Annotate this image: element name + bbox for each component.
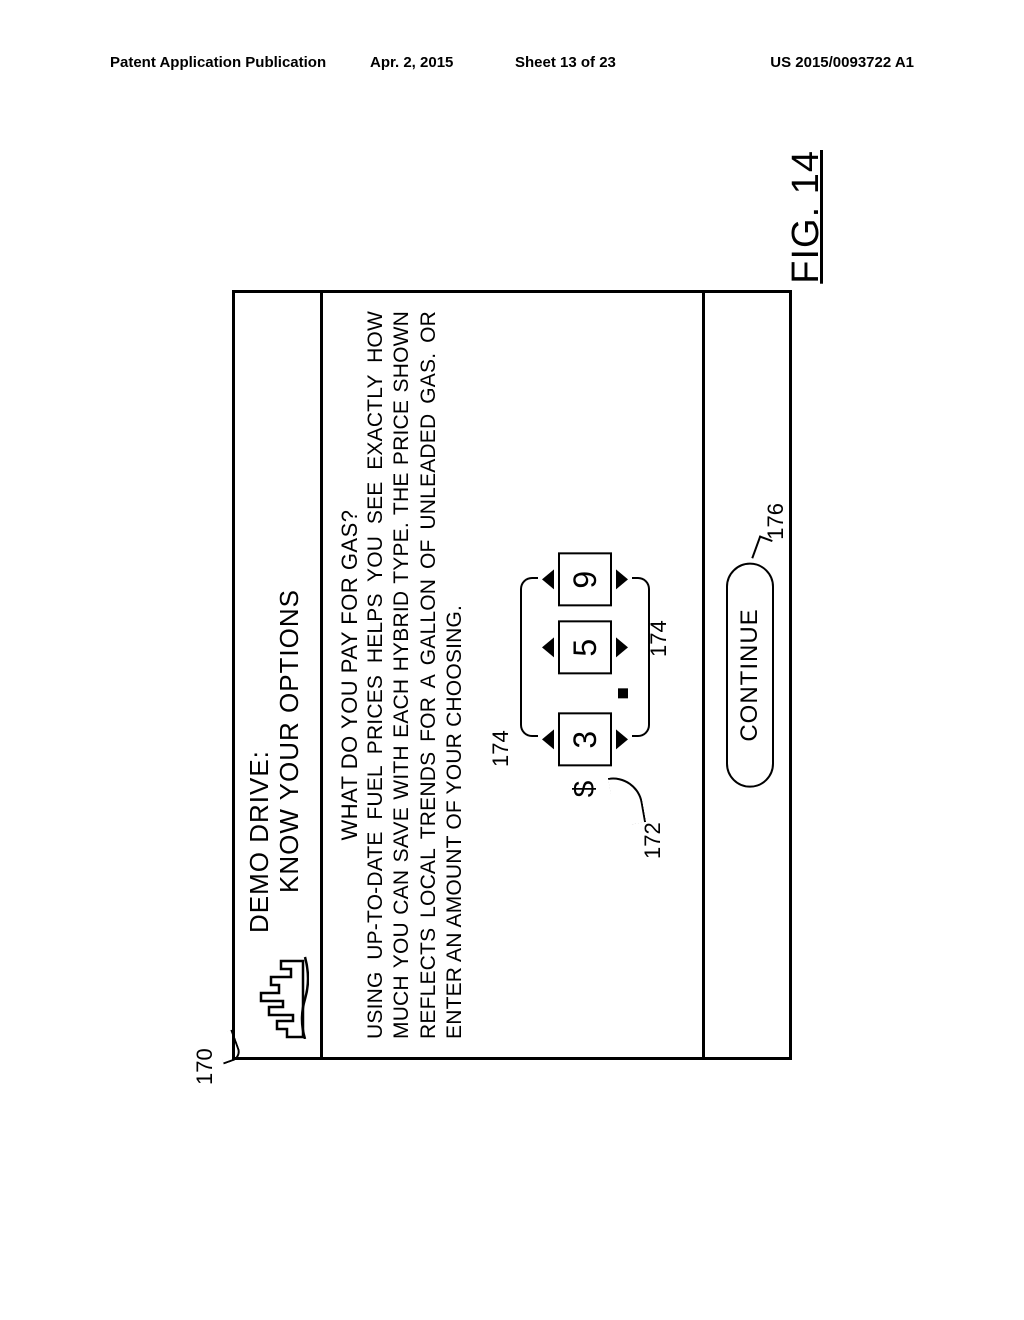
currency-symbol: $: [568, 781, 602, 798]
ref-176-leader: [751, 535, 772, 562]
ref-numeral-174-top: 174: [488, 730, 514, 767]
skyline-logo-icon: [253, 955, 309, 1039]
panel-body: WHAT DO YOU PAY FOR GAS? USING UP-TO-DAT…: [323, 293, 705, 1057]
digit-stepper-1[interactable]: 3: [538, 713, 632, 767]
chevron-down-icon[interactable]: [616, 730, 628, 750]
digit-value-2: 5: [558, 621, 612, 675]
continue-button[interactable]: CONTINUE: [726, 562, 774, 787]
title-block: DEMO DRIVE: KNOW YOUR OPTIONS: [245, 307, 305, 933]
panel-footer: CONTINUE 176: [705, 293, 795, 1057]
ref-numeral-174-bottom: 174: [646, 620, 672, 657]
header-date: Apr. 2, 2015: [370, 54, 453, 71]
header-sheet: Sheet 13 of 23: [515, 54, 616, 71]
figure-rotated-container: 170 DEMO DRIVE: KNOW YOUR OPTIONS WHAT D…: [202, 210, 822, 1150]
title-line-1: DEMO DRIVE:: [245, 307, 275, 933]
chevron-up-icon[interactable]: [542, 730, 554, 750]
digit-stepper-3[interactable]: 9: [538, 553, 632, 607]
figure-label: FIG. 14: [785, 150, 828, 284]
digit-stepper-2[interactable]: 5: [538, 621, 632, 675]
panel-header: DEMO DRIVE: KNOW YOUR OPTIONS: [235, 293, 323, 1057]
ui-screen-panel: DEMO DRIVE: KNOW YOUR OPTIONS WHAT DO YO…: [232, 290, 792, 1060]
chevron-up-icon[interactable]: [542, 638, 554, 658]
digit-value-3: 9: [558, 553, 612, 607]
chevron-down-icon[interactable]: [616, 638, 628, 658]
brace-bottom-174: [632, 577, 650, 737]
title-line-2: KNOW YOUR OPTIONS: [275, 307, 305, 893]
header-publication-type: Patent Application Publication: [110, 54, 326, 71]
ref-172-leader: [608, 773, 646, 827]
decimal-point: [618, 689, 628, 699]
ref-numeral-176: 176: [763, 503, 789, 540]
header-pub-number: US 2015/0093722 A1: [770, 54, 914, 71]
digit-value-1: 3: [558, 713, 612, 767]
ref-numeral-172: 172: [640, 822, 666, 859]
price-input-row: $ 3 5: [538, 553, 632, 798]
description-text: USING UP-TO-DATE FUEL PRICES HELPS YOU S…: [363, 311, 468, 1039]
ref-numeral-170: 170: [192, 1048, 218, 1085]
question-heading: WHAT DO YOU PAY FOR GAS?: [337, 311, 363, 1039]
chevron-up-icon[interactable]: [542, 570, 554, 590]
figure-14: 170 DEMO DRIVE: KNOW YOUR OPTIONS WHAT D…: [202, 210, 822, 1150]
brace-top-174: [520, 577, 538, 737]
patent-page: Patent Application Publication Apr. 2, 2…: [0, 0, 1024, 1320]
chevron-down-icon[interactable]: [616, 570, 628, 590]
